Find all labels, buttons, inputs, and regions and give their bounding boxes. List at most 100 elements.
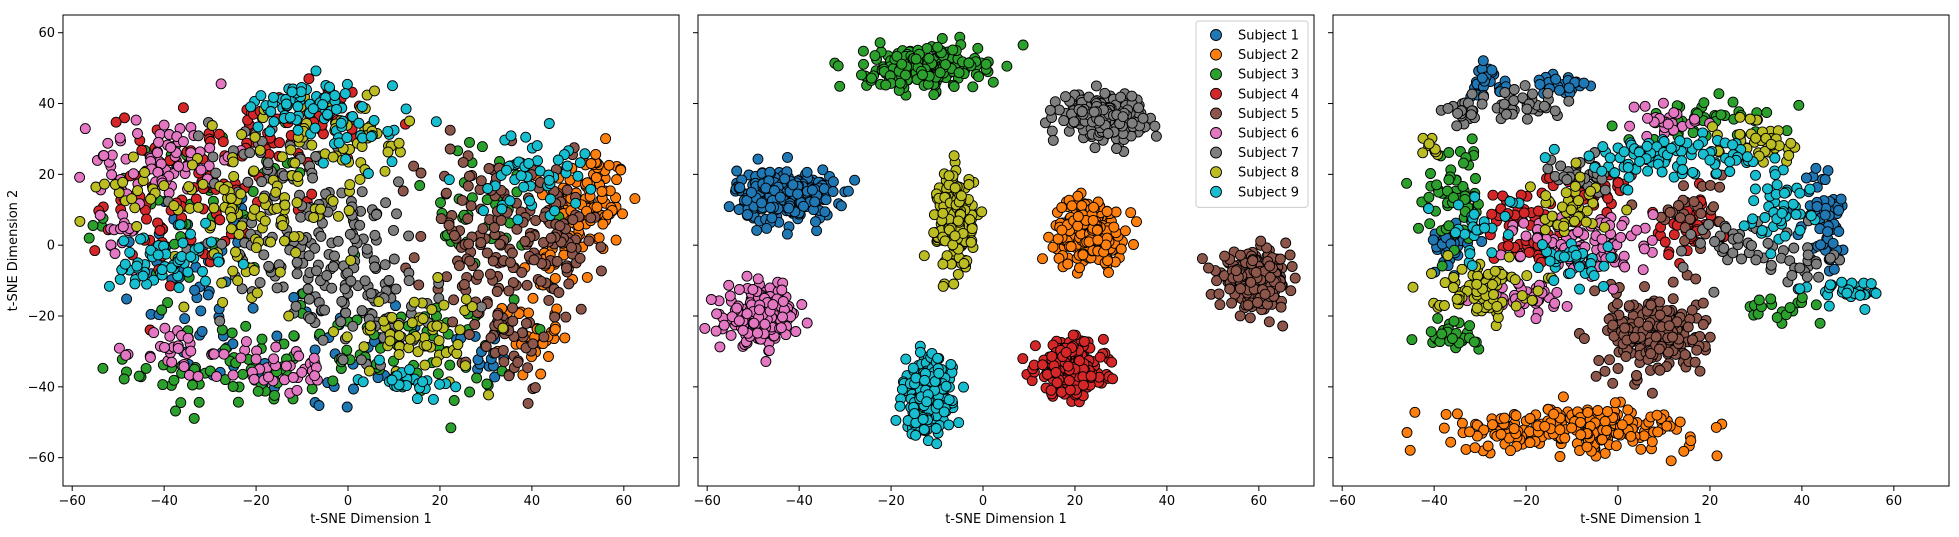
data-point bbox=[549, 311, 561, 323]
data-point bbox=[1234, 249, 1246, 261]
data-point bbox=[1101, 206, 1113, 217]
data-point bbox=[1103, 266, 1114, 278]
data-point bbox=[1443, 147, 1455, 158]
data-point bbox=[506, 247, 518, 259]
data-point bbox=[529, 382, 541, 394]
data-point bbox=[192, 370, 204, 382]
data-point bbox=[347, 245, 359, 257]
data-point bbox=[1667, 293, 1679, 305]
data-point bbox=[137, 270, 149, 282]
data-point bbox=[102, 137, 114, 149]
data-point bbox=[491, 286, 503, 297]
data-point bbox=[921, 396, 933, 408]
legend-marker bbox=[1210, 48, 1222, 61]
data-point bbox=[602, 209, 614, 221]
data-point bbox=[1067, 329, 1079, 341]
data-point bbox=[303, 293, 315, 305]
data-point bbox=[293, 350, 305, 362]
data-point bbox=[1654, 364, 1666, 376]
data-point bbox=[776, 284, 788, 296]
data-point bbox=[315, 203, 327, 215]
data-point bbox=[450, 381, 462, 393]
data-point bbox=[341, 344, 353, 356]
data-point bbox=[781, 228, 793, 240]
data-point bbox=[759, 318, 771, 330]
data-point bbox=[1688, 196, 1700, 208]
data-point bbox=[1563, 82, 1575, 94]
data-point bbox=[518, 181, 530, 193]
data-point bbox=[103, 280, 115, 292]
data-point bbox=[917, 413, 929, 425]
data-point bbox=[504, 195, 516, 207]
data-point bbox=[857, 45, 869, 57]
data-point bbox=[1554, 451, 1566, 462]
data-point bbox=[936, 33, 948, 44]
data-point bbox=[1810, 162, 1822, 174]
data-point bbox=[1646, 436, 1658, 448]
data-point bbox=[252, 385, 264, 397]
data-point bbox=[403, 275, 415, 287]
data-point bbox=[827, 186, 839, 197]
data-point bbox=[869, 50, 881, 62]
data-point bbox=[245, 101, 257, 113]
data-point bbox=[448, 294, 460, 306]
data-point bbox=[1761, 107, 1773, 118]
data-point bbox=[1697, 297, 1709, 309]
legend-label: Subject 8 bbox=[1238, 166, 1299, 181]
data-point bbox=[746, 186, 757, 198]
data-point bbox=[331, 103, 342, 115]
data-point bbox=[940, 380, 952, 392]
series-subject-2 bbox=[1401, 391, 1728, 467]
data-point bbox=[365, 288, 377, 299]
data-point bbox=[1835, 193, 1847, 205]
data-point bbox=[834, 80, 846, 92]
data-point bbox=[1508, 423, 1520, 435]
data-point bbox=[279, 235, 290, 247]
data-point bbox=[1263, 316, 1275, 328]
series-subject-2 bbox=[1037, 187, 1142, 279]
data-point bbox=[1017, 353, 1029, 365]
x-tick-label: −60 bbox=[693, 494, 720, 509]
data-point bbox=[1550, 73, 1562, 85]
data-point bbox=[952, 215, 964, 227]
data-point bbox=[1612, 428, 1624, 440]
y-tick-label: −60 bbox=[28, 451, 55, 466]
data-point bbox=[1668, 229, 1680, 241]
data-point bbox=[932, 352, 944, 364]
data-point bbox=[237, 258, 249, 270]
data-point bbox=[262, 157, 274, 169]
data-point bbox=[549, 205, 561, 217]
data-point bbox=[1678, 445, 1690, 457]
data-point bbox=[1099, 87, 1111, 99]
data-point bbox=[945, 358, 957, 370]
data-point bbox=[317, 157, 329, 169]
data-point bbox=[811, 225, 823, 237]
data-point bbox=[311, 265, 322, 277]
legend-label: Subject 9 bbox=[1238, 185, 1299, 200]
data-point bbox=[268, 91, 279, 103]
data-point bbox=[497, 344, 509, 356]
data-point bbox=[798, 200, 809, 212]
data-point bbox=[247, 302, 259, 314]
x-tick-label: 40 bbox=[524, 494, 541, 509]
data-point bbox=[483, 389, 494, 401]
data-point bbox=[1554, 84, 1565, 96]
data-point bbox=[629, 193, 641, 205]
data-point bbox=[763, 345, 775, 356]
data-point bbox=[1534, 78, 1546, 90]
data-point bbox=[1063, 375, 1075, 386]
data-point bbox=[827, 176, 839, 188]
data-point bbox=[760, 356, 772, 367]
data-point bbox=[1714, 181, 1726, 193]
data-point bbox=[120, 349, 132, 361]
data-point bbox=[256, 176, 268, 188]
data-point bbox=[553, 287, 565, 298]
data-point bbox=[462, 213, 474, 225]
data-point bbox=[497, 322, 509, 334]
data-point bbox=[748, 317, 760, 329]
data-point bbox=[952, 268, 964, 280]
data-point bbox=[1827, 237, 1839, 249]
data-point bbox=[1639, 281, 1650, 293]
legend-label: Subject 1 bbox=[1238, 29, 1299, 44]
data-point bbox=[489, 371, 501, 383]
